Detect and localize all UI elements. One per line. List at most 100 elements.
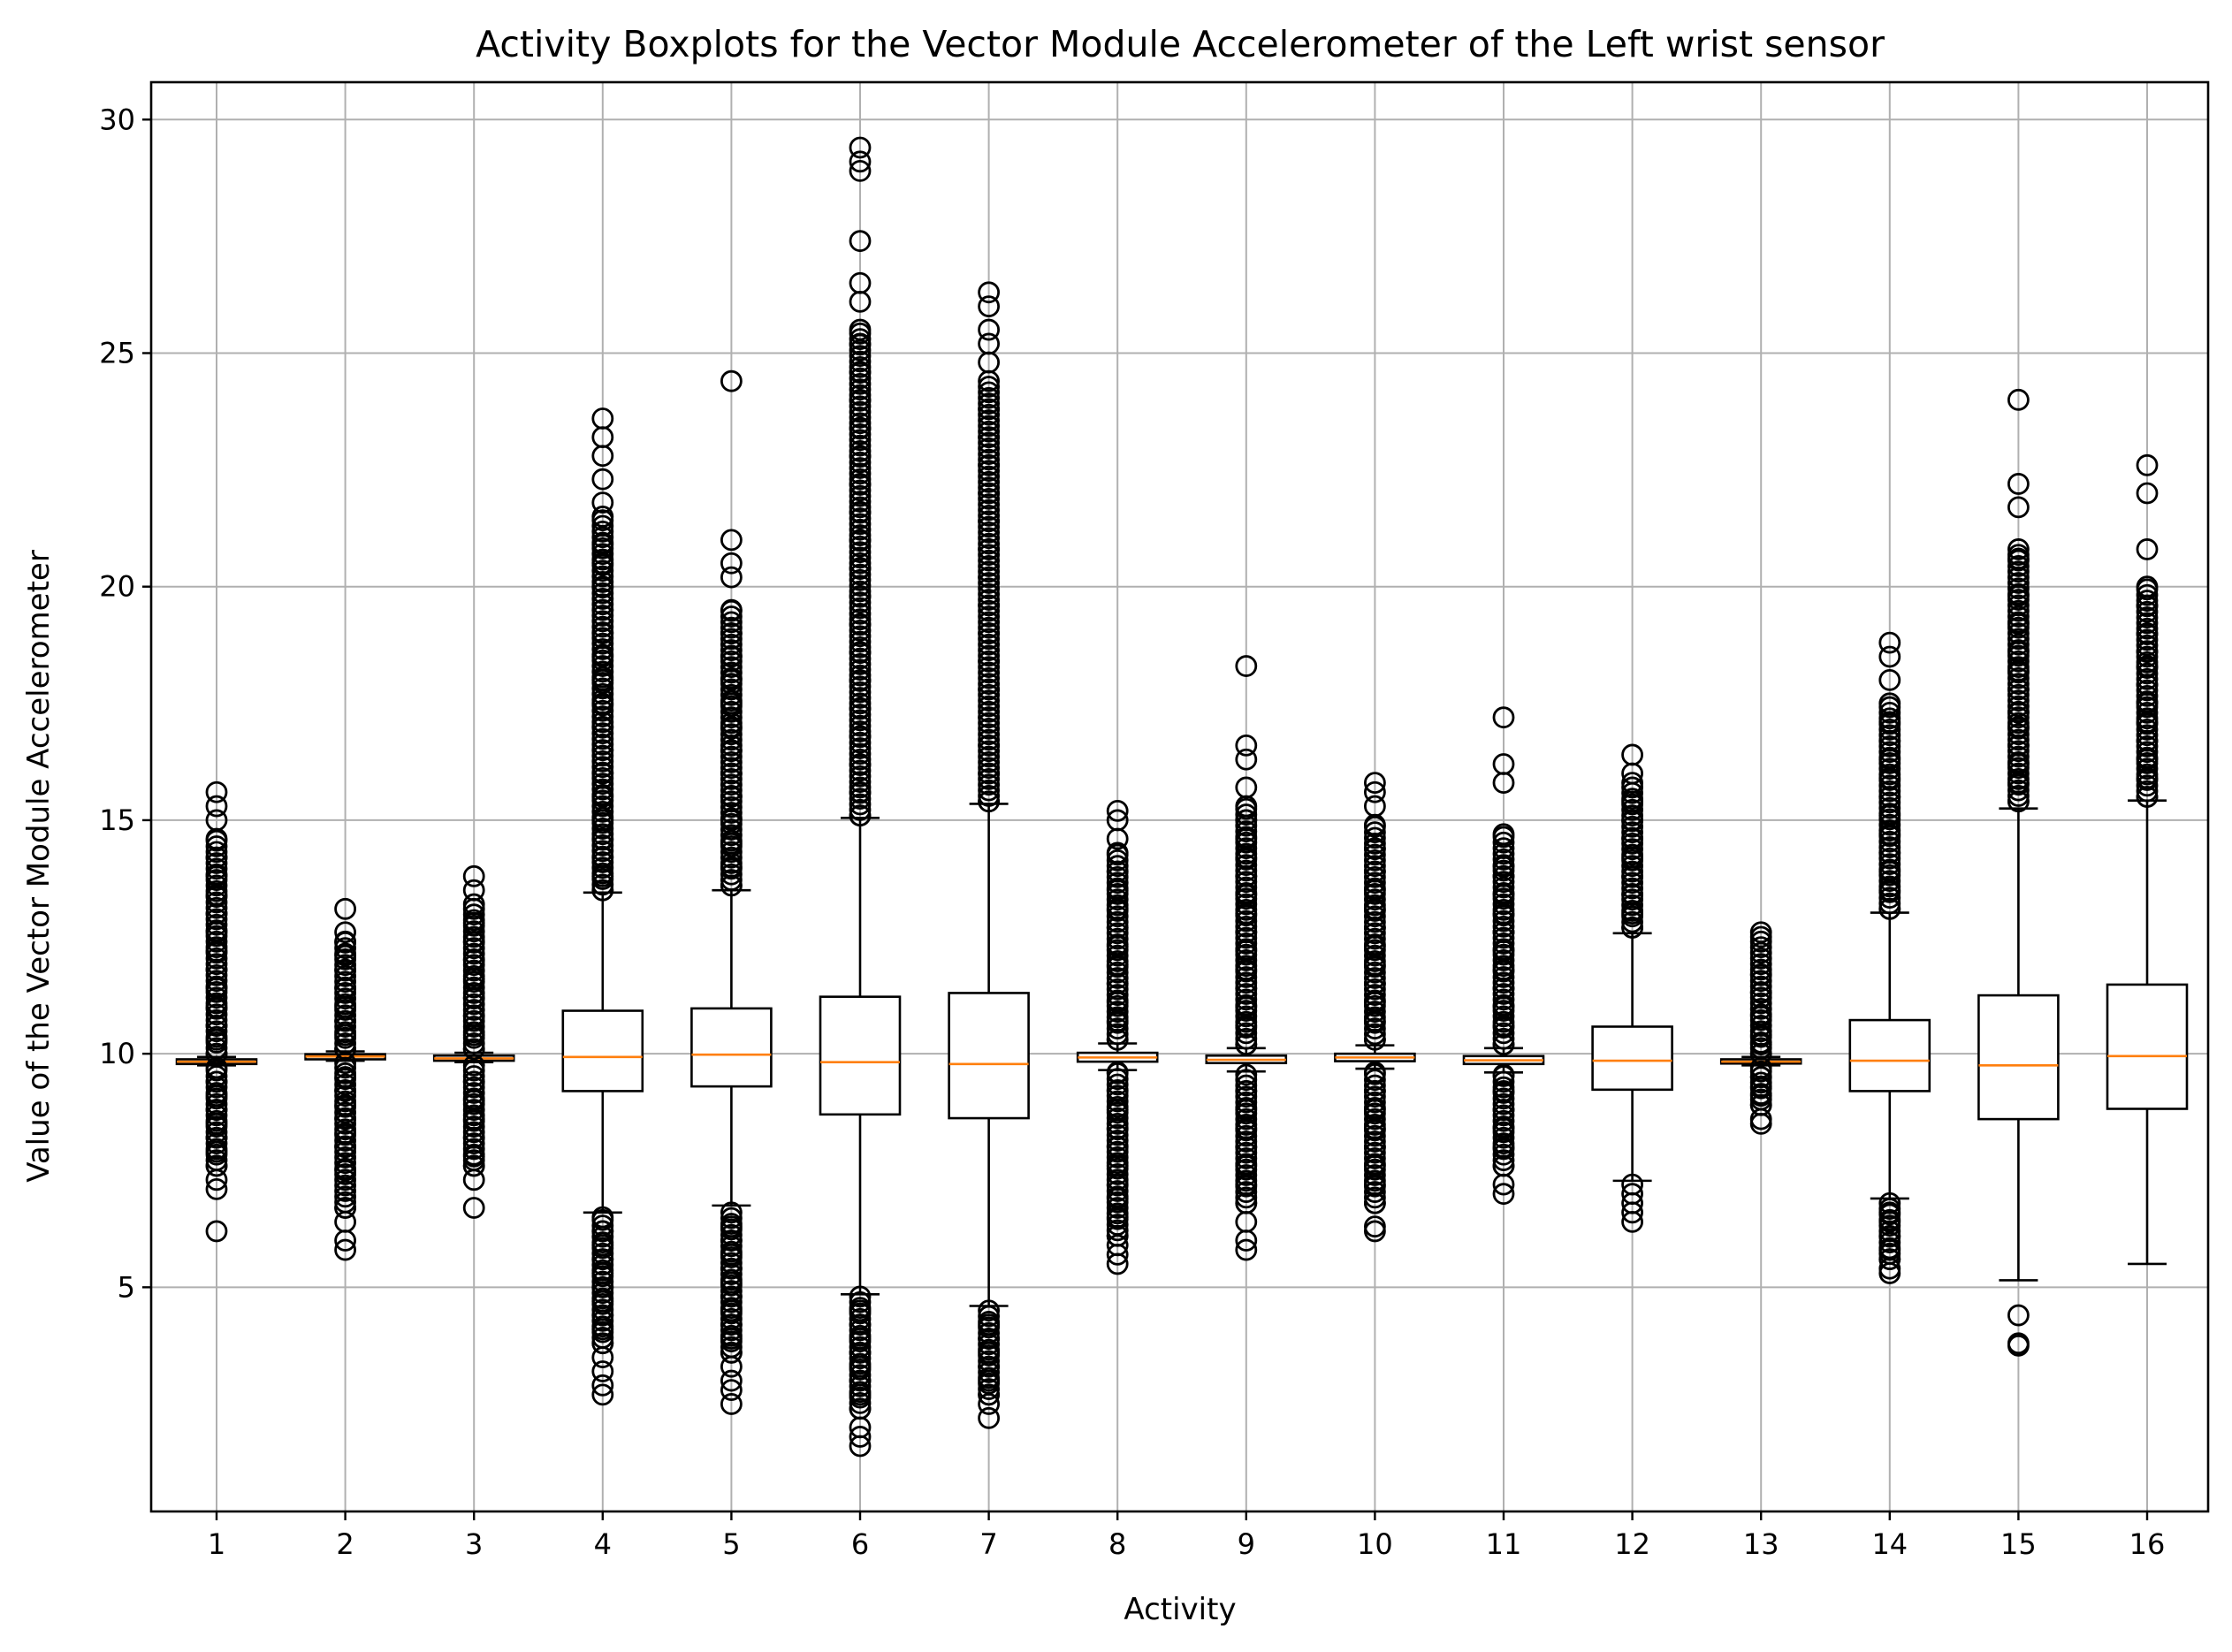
outlier-point [1235, 1158, 1258, 1181]
outlier-point [591, 1275, 614, 1298]
outlier-point [2136, 628, 2159, 651]
outlier-point [591, 727, 614, 750]
outlier-point [591, 818, 614, 840]
box-activity-11 [1462, 706, 1545, 1206]
outlier-point [205, 1037, 228, 1060]
outlier-point [1106, 1163, 1129, 1185]
outlier-point [591, 851, 614, 873]
outlier-point [205, 936, 228, 959]
outlier-point [1364, 1147, 1386, 1169]
outlier-point [334, 1085, 357, 1108]
outlier-point [1364, 1069, 1386, 1092]
outlier-point [334, 1130, 357, 1152]
outlier-point [462, 909, 485, 932]
outlier-point [978, 582, 1000, 605]
outlier-point [462, 1082, 485, 1104]
outlier-point [591, 868, 614, 890]
outlier-point [978, 403, 1000, 426]
outlier-point [591, 531, 614, 554]
outlier-point [849, 333, 872, 356]
outlier-point [2007, 473, 2030, 495]
outlier-point [1364, 1124, 1386, 1147]
outlier-point [1364, 1220, 1386, 1243]
outlier-point [2007, 566, 2030, 589]
outlier-point [205, 829, 228, 852]
outlier-point [1878, 645, 1901, 668]
outlier-point [205, 947, 228, 970]
outlier-point [849, 230, 872, 253]
outlier-point [1621, 788, 1643, 811]
outlier-point [591, 1304, 614, 1327]
outlier-point [1106, 1006, 1129, 1029]
outlier-point [462, 920, 485, 943]
outlier-point [591, 1242, 614, 1265]
outlier-point [334, 1068, 357, 1091]
outlier-point [1364, 1175, 1386, 1198]
outlier-point [1492, 1109, 1515, 1132]
outlier-point [978, 577, 1000, 600]
outlier-point [591, 509, 614, 532]
outlier-point [849, 535, 872, 558]
outlier-point [1492, 848, 1515, 871]
outlier-point [849, 625, 872, 648]
outlier-point [1235, 921, 1258, 944]
outlier-point [978, 510, 1000, 533]
outlier-point [591, 811, 614, 834]
outlier-point [334, 1062, 357, 1085]
outlier-point [1621, 855, 1643, 878]
outlier-point [1364, 984, 1386, 1006]
outlier-point [1621, 815, 1643, 838]
box-activity-14 [1848, 631, 1931, 1284]
outlier-point [591, 761, 614, 784]
outlier-point [849, 804, 872, 827]
outlier-point [1492, 1104, 1515, 1127]
outlier-point [978, 712, 1000, 735]
outlier-point [1106, 989, 1129, 1012]
outlier-point [1235, 898, 1258, 921]
outlier-point [591, 823, 614, 846]
outlier-point [2136, 729, 2159, 752]
outlier-point [591, 1360, 614, 1382]
outlier-point [205, 1087, 228, 1110]
x-tick-label: 5 [722, 1527, 740, 1561]
outlier-point [849, 1352, 872, 1375]
box-activity-3 [432, 864, 515, 1219]
outlier-point [334, 1191, 357, 1214]
outlier-point [1878, 808, 1901, 831]
outlier-point [978, 448, 1000, 471]
outlier-point [591, 627, 614, 650]
outlier-point [591, 598, 614, 621]
outlier-point [720, 728, 743, 751]
outlier-point [205, 970, 228, 993]
outlier-point [1492, 1138, 1515, 1161]
x-tick-label: 3 [465, 1527, 483, 1561]
outlier-point [1106, 1023, 1129, 1046]
outlier-point [1878, 875, 1901, 898]
outlier-point [2136, 774, 2159, 797]
outlier-point [849, 608, 872, 631]
outlier-point [2136, 741, 2159, 764]
outlier-point [1364, 978, 1386, 1001]
outlier-point [720, 812, 743, 835]
outlier-point [462, 1149, 485, 1172]
outlier-point [720, 785, 743, 807]
outlier-point [1364, 1006, 1386, 1029]
outlier-point [591, 1310, 614, 1332]
outlier-point [334, 1026, 357, 1049]
outlier-point [1364, 1141, 1386, 1164]
outlier-point [1621, 804, 1643, 827]
outlier-point [1235, 1131, 1258, 1153]
iqr-box [1591, 1025, 1673, 1092]
outlier-point [1878, 892, 1901, 915]
outlier-point [1492, 1099, 1515, 1121]
outlier-point [2136, 701, 2159, 724]
outlier-point [849, 1290, 872, 1313]
outlier-point [1492, 1126, 1515, 1149]
outlier-point [849, 524, 872, 546]
outlier-point [205, 913, 228, 936]
outlier-point [1492, 921, 1515, 944]
x-axis-title: Activity [1124, 1592, 1236, 1627]
outlier-point [1492, 960, 1515, 983]
outlier-point [720, 529, 743, 552]
outlier-point [1235, 1005, 1258, 1028]
